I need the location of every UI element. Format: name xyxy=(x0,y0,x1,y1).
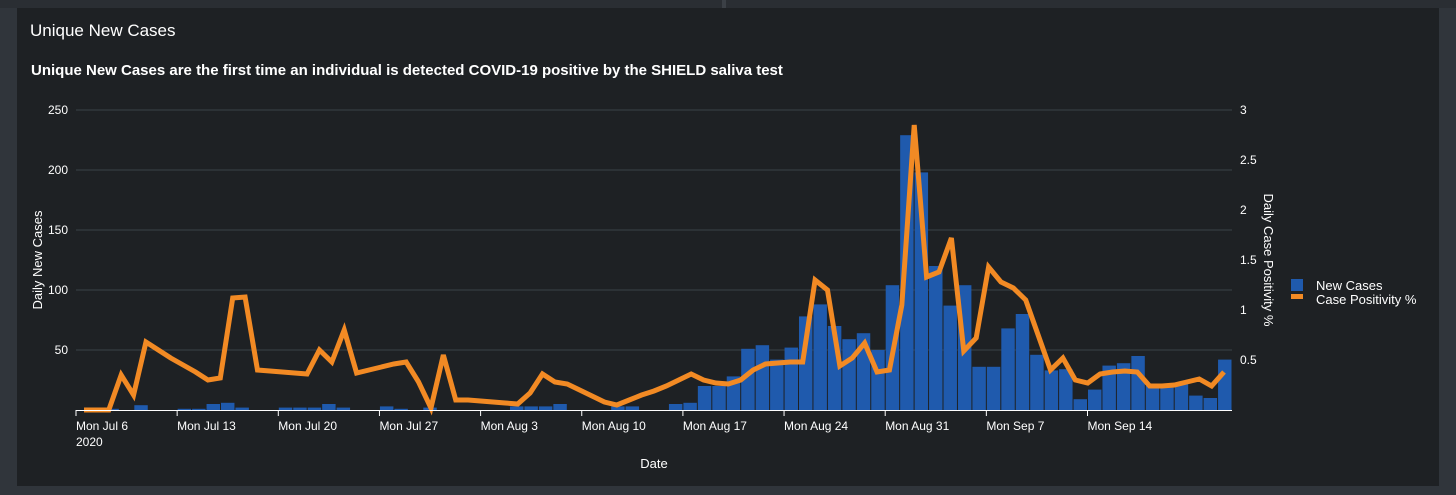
bar xyxy=(625,406,640,410)
y-tick-label: 50 xyxy=(55,343,69,357)
bar-series-new-cases xyxy=(105,135,1232,410)
bar xyxy=(712,386,726,410)
bar xyxy=(235,407,249,410)
bar xyxy=(1174,383,1189,410)
legend-swatch-case-positivity xyxy=(1291,294,1303,299)
bar xyxy=(1131,356,1145,410)
bar xyxy=(972,366,986,410)
bar xyxy=(307,407,322,410)
bar xyxy=(1218,359,1232,410)
legend-label-case-positivity: Case Positivity % xyxy=(1316,292,1417,307)
bar xyxy=(394,408,408,410)
y2-tick-label: 2 xyxy=(1240,203,1247,217)
bar xyxy=(683,402,697,410)
y2-tick-label: 2.5 xyxy=(1240,153,1257,167)
bar xyxy=(842,339,856,410)
x-axis-title: Date xyxy=(640,456,667,471)
panel-title: Unique New Cases xyxy=(30,21,176,40)
bar xyxy=(1145,386,1160,410)
bar xyxy=(221,402,235,410)
x-tick-label: Mon Aug 10 xyxy=(582,419,646,433)
bar xyxy=(611,406,625,410)
bar xyxy=(510,406,524,410)
bar xyxy=(1073,399,1087,410)
y2-tick-label: 1 xyxy=(1240,303,1247,317)
series-line xyxy=(84,124,1226,416)
bar xyxy=(943,305,957,410)
bar xyxy=(1160,386,1174,410)
bar xyxy=(741,348,755,410)
bar xyxy=(1088,389,1102,410)
y-tick-label: 250 xyxy=(48,103,68,117)
x-tick-label: Mon Aug 17 xyxy=(683,419,747,433)
bar xyxy=(206,404,220,410)
line-series-case-positivity xyxy=(84,124,1226,416)
legend-label-new-cases: New Cases xyxy=(1316,278,1383,293)
bar xyxy=(755,345,770,410)
y2-tick-label: 3 xyxy=(1240,103,1247,117)
x-tick-label: Mon Jul 13 xyxy=(177,419,236,433)
bar xyxy=(929,266,943,410)
bar xyxy=(336,407,351,410)
bar xyxy=(553,404,567,410)
x-tick-label: Mon Aug 31 xyxy=(885,419,949,433)
bar xyxy=(784,347,798,410)
bar xyxy=(1001,328,1015,410)
x-tick-label: Mon Sep 7 xyxy=(986,419,1044,433)
bar xyxy=(105,408,119,410)
bar xyxy=(1059,369,1073,410)
bar xyxy=(813,304,827,410)
y2-tick-label: 0.5 xyxy=(1240,353,1257,367)
bar xyxy=(1015,314,1030,410)
y-tick-label: 200 xyxy=(48,163,68,177)
panel-divider xyxy=(722,0,726,8)
x-tick-label: Mon Jul 27 xyxy=(379,419,438,433)
x-tick-label: Mon Aug 3 xyxy=(481,419,539,433)
x-tick-label: Mon Jul 6 xyxy=(76,419,128,433)
top-strip xyxy=(0,0,1456,8)
y2-tick-label: 1.5 xyxy=(1240,253,1257,267)
bar xyxy=(192,408,206,410)
bar xyxy=(986,366,1001,410)
x-tick-sublabel: 2020 xyxy=(76,435,103,449)
bar xyxy=(134,405,148,410)
bar xyxy=(1030,354,1044,410)
x-tick-label: Mon Aug 24 xyxy=(784,419,848,433)
panel-subtitle: Unique New Cases are the first time an i… xyxy=(31,62,783,79)
bar xyxy=(1203,398,1218,410)
bar xyxy=(668,404,683,410)
bar xyxy=(524,406,538,410)
x-tick-label: Mon Jul 20 xyxy=(278,419,337,433)
bar xyxy=(177,408,192,410)
bar xyxy=(1116,363,1131,410)
x-tick-label: Mon Sep 14 xyxy=(1088,419,1153,433)
y-axis-title: Daily New Cases xyxy=(30,210,45,309)
bar xyxy=(799,316,813,410)
bar xyxy=(1044,370,1059,410)
y2-axis-title: Daily Case Positivity % xyxy=(1261,194,1276,327)
bar xyxy=(1189,395,1203,410)
bar xyxy=(1102,365,1116,410)
bar xyxy=(697,386,712,410)
bar xyxy=(322,404,336,410)
y-tick-label: 150 xyxy=(48,223,68,237)
bar xyxy=(293,407,307,410)
legend-swatch-new-cases xyxy=(1291,279,1303,291)
bar xyxy=(379,406,394,410)
gridlines xyxy=(76,109,1232,351)
axes: 50 100 150 200 250 0.5 1 1.5 2 2.5 3 Mon Jul 6 2020 M… xyxy=(30,103,1276,471)
bar xyxy=(538,406,553,410)
bar xyxy=(770,359,784,410)
bar xyxy=(278,407,293,410)
y-tick-label: 100 xyxy=(48,283,68,297)
